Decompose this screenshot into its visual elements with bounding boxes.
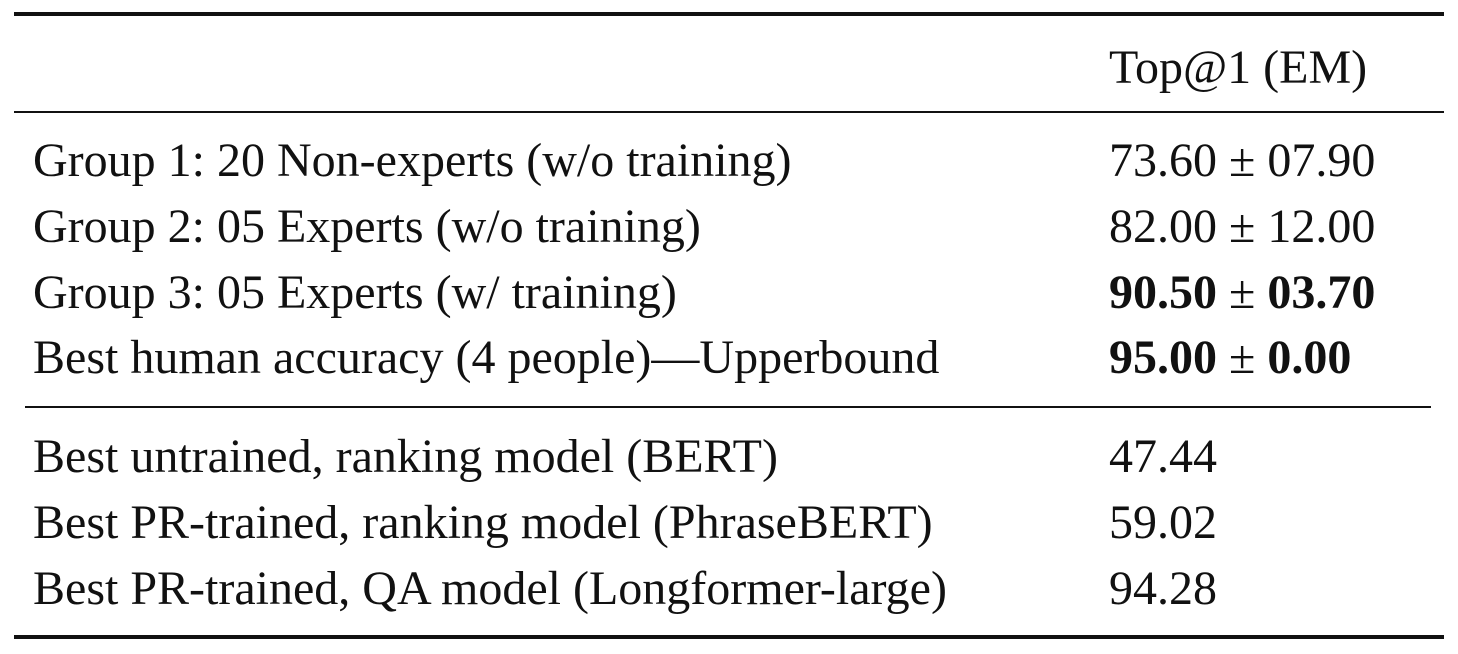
- row-value-bert: 47.44: [1109, 430, 1217, 483]
- plus-minus-sign: ±: [1229, 200, 1256, 253]
- row-value-group-1: 73.60 ± 07.90: [1109, 129, 1375, 193]
- table-header-rule: [14, 111, 1444, 113]
- plus-minus-sign: ±: [1229, 331, 1256, 384]
- row-value-group-3: 90.50 ± 03.70: [1109, 261, 1375, 325]
- plus-minus-sign: ±: [1229, 266, 1256, 319]
- row-label-best-human: Best human accuracy (4 people)—Upperboun…: [33, 331, 940, 384]
- value-mean: 90.50: [1109, 266, 1217, 319]
- plus-minus-sign: ±: [1229, 134, 1256, 187]
- value-std: 07.90: [1267, 134, 1376, 187]
- row-label-bert: Best untrained, ranking model (BERT): [33, 430, 778, 483]
- row-label-group-1: Group 1: 20 Non-experts (w/o training): [33, 134, 792, 187]
- row-value-group-2: 82.00 ± 12.00: [1109, 195, 1375, 259]
- row-value-phrasebert: 59.02: [1109, 496, 1217, 549]
- table-bottom-rule: [14, 635, 1444, 639]
- value-mean: 95.00: [1109, 331, 1217, 384]
- table-section-rule: [25, 406, 1431, 408]
- value-std: 03.70: [1267, 266, 1376, 319]
- row-value-best-human: 95.00 ± 0.00: [1109, 326, 1351, 390]
- value-mean: 73.60: [1109, 134, 1217, 187]
- row-value-longformer: 94.28: [1109, 562, 1217, 615]
- column-header-top1-em: Top@1 (EM): [1109, 41, 1368, 94]
- row-label-group-2: Group 2: 05 Experts (w/o training): [33, 200, 701, 253]
- value-std: 0.00: [1267, 331, 1352, 384]
- value-std: 12.00: [1267, 200, 1376, 253]
- table-top-rule: [14, 12, 1444, 16]
- row-label-group-3: Group 3: 05 Experts (w/ training): [33, 266, 677, 319]
- row-label-longformer: Best PR-trained, QA model (Longformer-la…: [33, 562, 947, 615]
- row-label-phrasebert: Best PR-trained, ranking model (PhraseBE…: [33, 496, 933, 549]
- value-mean: 82.00: [1109, 200, 1217, 253]
